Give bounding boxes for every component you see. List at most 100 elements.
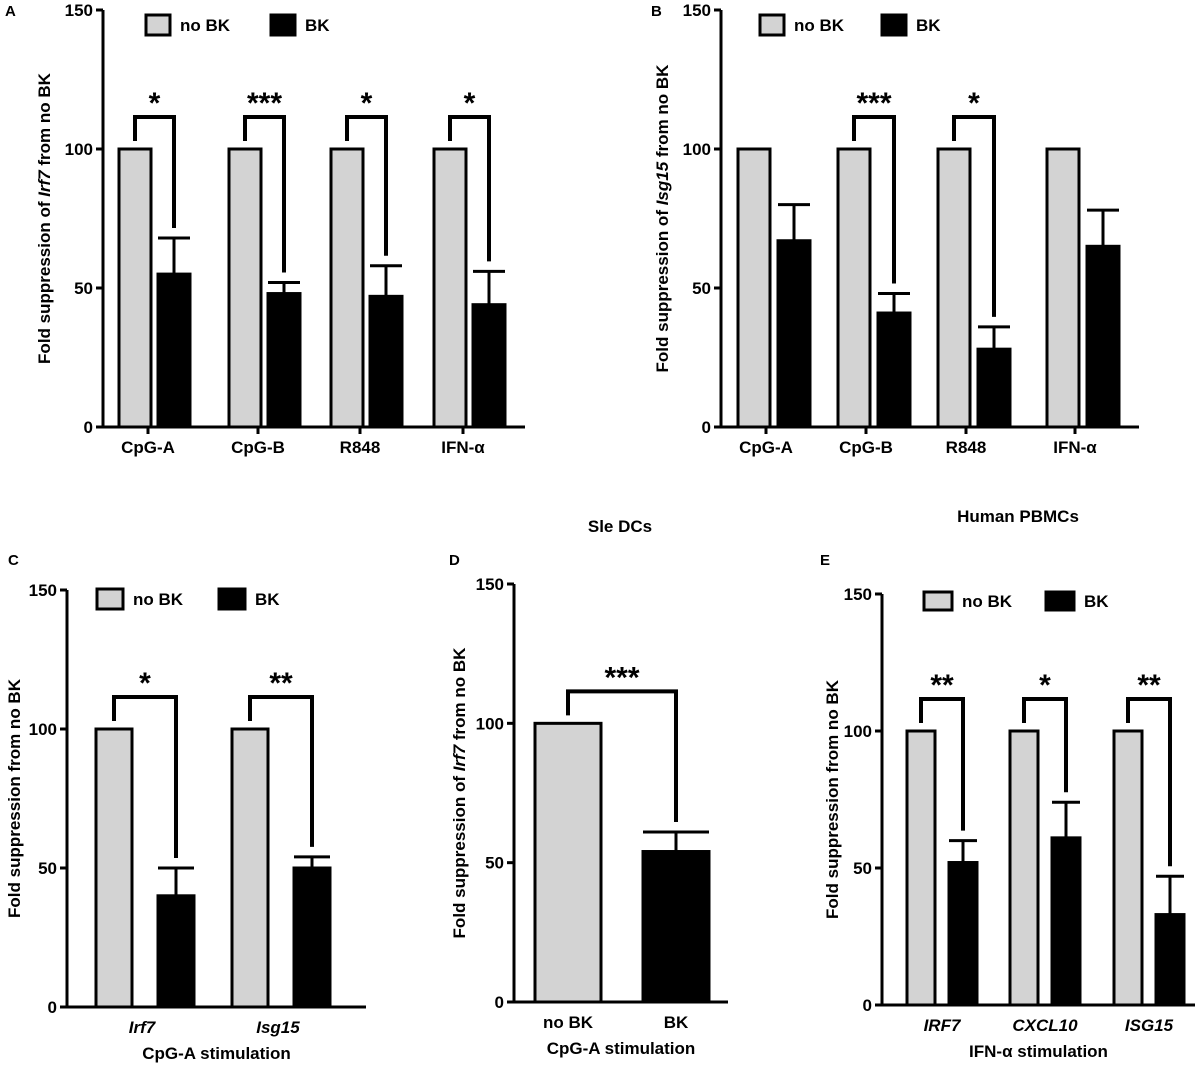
bar-bk	[1085, 244, 1121, 429]
bar-bk	[776, 239, 812, 429]
panel-a: A 0 50 100 150 Fold suppression of Irf7 from …	[5, 1, 525, 457]
y-axis-label-part: from no BK	[450, 647, 469, 745]
significance-bracket	[112, 695, 178, 858]
legend-swatch-bk	[880, 13, 908, 37]
bar-bk	[947, 861, 979, 1007]
x-tick-label: R848	[340, 438, 381, 457]
legend-swatch-nobk	[922, 590, 954, 612]
y-tick-label: 0	[84, 418, 93, 437]
panel-d: D Sle DCs 0 50 100 150 Fold suppression of Irf…	[449, 517, 728, 1058]
x-tick-label: Isg15	[256, 1018, 300, 1037]
legend-swatch-bk	[1044, 590, 1076, 612]
bar-nobk	[1008, 729, 1040, 1007]
legend-label: BK	[255, 590, 280, 609]
panel-e: E Human PBMCs 0 50 100 150 Fold suppression fr…	[820, 507, 1195, 1061]
panel-letter: B	[651, 3, 662, 20]
bar-nobk	[432, 147, 468, 429]
x-tick-label: CpG-A	[739, 438, 793, 457]
significance-bracket	[448, 115, 491, 262]
bar-nobk	[905, 729, 937, 1007]
x-tick-label: ISG15	[1125, 1016, 1174, 1035]
bar-bk	[471, 303, 507, 429]
y-tick-label: 0	[48, 998, 57, 1017]
y-axis-label: Fold suppression of Irf7 from no BK	[35, 72, 54, 364]
significance-bracket	[566, 689, 678, 823]
bar-bk	[156, 894, 196, 1009]
panel-letter: C	[8, 552, 19, 569]
y-tick-label: 100	[683, 140, 711, 159]
significance-bracket	[248, 695, 314, 847]
bar-nobk	[836, 147, 872, 429]
x-tick-label: CXCL10	[1012, 1016, 1078, 1035]
y-axis-label: Fold suppression of Irf7 from no BK	[450, 647, 469, 939]
bar-nobk	[533, 721, 603, 1004]
y-axis-label-part: Irf7	[35, 169, 54, 197]
y-tick-label: 150	[29, 581, 57, 600]
y-axis-label-part: Fold suppression of	[450, 771, 469, 938]
bar-nobk	[1112, 729, 1144, 1007]
x-tick-label: R848	[946, 438, 987, 457]
bar-bk	[876, 311, 912, 429]
significance-bracket	[952, 115, 996, 317]
legend-swatch-nobk	[758, 13, 786, 37]
bar-nobk	[736, 147, 772, 429]
y-axis-label: Fold suppression of Isg15 from no BK	[653, 64, 672, 373]
bar-bk	[292, 866, 332, 1009]
y-axis-label-part: Isg15	[653, 161, 672, 205]
y-axis-label-part: Fold suppression of	[35, 197, 54, 364]
bar-bk	[976, 347, 1012, 429]
bar-bk	[156, 272, 192, 429]
panel-letter: D	[449, 552, 460, 569]
significance-label: **	[269, 667, 293, 700]
y-axis-label: Fold suppression from no BK	[823, 679, 842, 919]
y-tick-label: 0	[702, 418, 711, 437]
y-tick-label: 50	[74, 279, 93, 298]
significance-label: *	[1039, 669, 1051, 702]
significance-label: *	[968, 87, 980, 120]
y-axis-label: Fold suppression from no BK	[5, 678, 24, 918]
bar-bk	[641, 850, 711, 1004]
y-tick-label: 0	[863, 996, 872, 1015]
legend: no BK BK	[95, 587, 280, 611]
bar-nobk	[94, 727, 134, 1009]
y-tick-label: 100	[65, 140, 93, 159]
y-tick-label: 150	[844, 585, 872, 604]
significance-bracket	[133, 115, 176, 228]
bar-nobk	[936, 147, 972, 429]
significance-label: *	[149, 87, 161, 120]
significance-label: ***	[604, 661, 639, 694]
y-tick-label: 50	[692, 279, 711, 298]
bar-bk	[266, 292, 302, 429]
panel-letter: A	[5, 3, 16, 20]
legend: no BK BK	[758, 13, 941, 37]
legend-swatch-bk	[217, 587, 247, 611]
x-axis-title: CpG-A stimulation	[142, 1044, 291, 1063]
legend-swatch-bk	[269, 13, 297, 37]
significance-label: ***	[856, 87, 891, 120]
x-axis-title: IFN-α stimulation	[969, 1042, 1108, 1061]
bar-nobk	[230, 727, 270, 1009]
y-axis-label-part: Irf7	[450, 743, 469, 771]
panel-title: Human PBMCs	[957, 507, 1079, 526]
y-tick-label: 150	[476, 575, 504, 594]
y-tick-label: 100	[844, 722, 872, 741]
x-tick-label: no BK	[543, 1013, 594, 1032]
legend-label: BK	[305, 16, 330, 35]
y-tick-label: 100	[29, 720, 57, 739]
y-tick-label: 150	[683, 1, 711, 20]
x-tick-label: IRF7	[924, 1016, 962, 1035]
x-tick-label: IFN-α	[441, 438, 485, 457]
significance-label: **	[930, 669, 954, 702]
significance-label: *	[361, 87, 373, 120]
x-tick-label: CpG-A	[121, 438, 175, 457]
x-tick-label: CpG-B	[231, 438, 285, 457]
legend-swatch-nobk	[144, 13, 172, 37]
legend-label: no BK	[180, 16, 231, 35]
bar-bk	[1050, 836, 1082, 1007]
legend-swatch-nobk	[95, 587, 125, 611]
legend-label: BK	[1084, 592, 1109, 611]
significance-bracket	[345, 115, 388, 256]
y-tick-label: 150	[65, 1, 93, 20]
y-axis-label-part: Fold suppression from no BK	[823, 679, 842, 919]
